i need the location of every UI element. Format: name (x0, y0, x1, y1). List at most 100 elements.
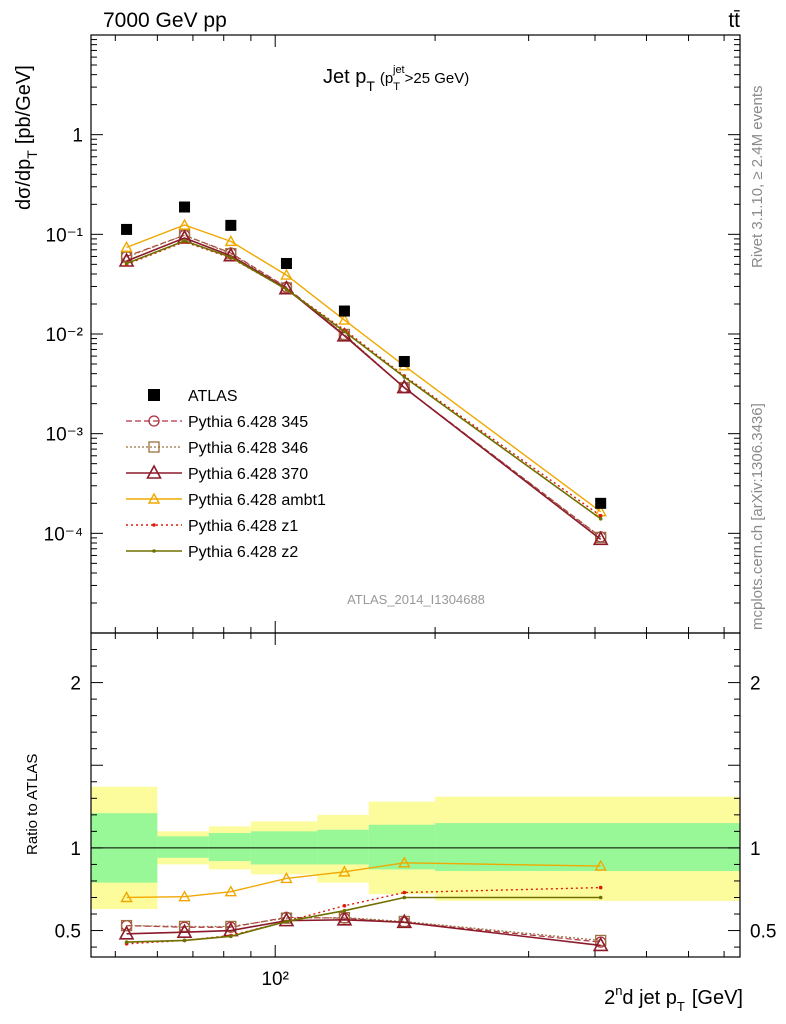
series-3-point (592, 530, 609, 546)
x-tick-label: 10² (261, 969, 288, 990)
atlas-point (398, 355, 410, 367)
ratio-series-3-point (592, 936, 609, 952)
ratio-y-tick-label: 0.5 (55, 922, 81, 943)
header-left: 7000 GeV pp (103, 9, 227, 32)
legend-label: Pythia 6.428 z2 (188, 544, 298, 561)
series-5-point (598, 513, 603, 518)
series-6-point (182, 239, 187, 243)
y-tick-label: 1 (72, 126, 83, 147)
series-6-point (342, 329, 347, 334)
legend-label: Pythia 6.428 z1 (188, 518, 298, 535)
legend-marker (148, 441, 160, 453)
legend-label: Pythia 6.428 ambt1 (188, 492, 326, 509)
legend-label: Pythia 6.428 370 (188, 466, 308, 483)
ratio-series-6-point (342, 908, 347, 913)
ratio-series-6-point (229, 934, 233, 939)
series-6-point (598, 516, 603, 521)
series-4-point (178, 218, 191, 230)
uncertainty-band-inner (157, 836, 209, 858)
ratio-series-4-point (338, 865, 351, 877)
ratio-series-4-point (178, 890, 191, 902)
uncertainty-band-inner (208, 833, 251, 862)
legend-marker (146, 464, 162, 479)
ratio-series-3-point (118, 925, 135, 940)
ratio-series-6-point (284, 919, 289, 924)
ratio-series-4-point (594, 859, 607, 871)
ratio-line-4 (126, 862, 601, 899)
atlas-point (338, 305, 350, 317)
series-6-point (402, 375, 407, 379)
ratio-series-3-point (278, 911, 295, 927)
ratio-series-4-point (398, 856, 411, 868)
ratio-panel-frame (90, 632, 741, 958)
atlas-point (179, 201, 191, 213)
ratio-series-5-point (598, 885, 603, 890)
ratio-series-4-point (224, 885, 238, 897)
atlas-point (225, 219, 237, 231)
ratio-line-3 (126, 919, 601, 947)
series-3-point (222, 247, 239, 262)
ratio-series-5-point (402, 890, 407, 895)
atlas-point (280, 257, 292, 269)
series-6-point (284, 287, 289, 292)
ratio-y-tick-label: 2 (70, 674, 81, 695)
ratio-panel-ticks: 0.5 0.5 1 1 2 2 10² (55, 633, 776, 990)
y-axis-label: dσ/dpT[pb/GeV] (13, 65, 40, 210)
legend-marker (148, 415, 160, 427)
ratio-series-4-point (280, 872, 293, 884)
ratio-y-tick-label-right: 1 (750, 839, 761, 860)
series-4-point (120, 240, 133, 253)
ratio-series-3-point (396, 913, 413, 929)
ratio-series-3-point (336, 911, 353, 926)
chart-title: Jet pT (pTjet>25 GeV) (323, 64, 469, 94)
ratio-series-6-point (182, 938, 187, 943)
ratio-series-2-point (120, 919, 133, 932)
series-6-point (229, 255, 233, 259)
y-tick-label: 10⁻³ (46, 425, 84, 446)
ratio-y-tick-label: 1 (70, 839, 81, 860)
ratio-panel-bands (91, 786, 740, 910)
ratio-y-tick-label-right: 0.5 (750, 922, 776, 943)
ratio-series-2-point (225, 920, 237, 933)
series-line-1 (126, 234, 602, 538)
ratio-panel-series (118, 856, 609, 952)
header-right: tt̄ (728, 9, 740, 32)
ratio-y-axis-label: Ratio to ATLAS (24, 754, 41, 855)
series-4-point (224, 234, 238, 247)
series-3-point (396, 378, 413, 394)
legend-marker (152, 549, 156, 553)
main-panel-ticks: 10⁻⁴ 10⁻³ 10⁻² 10⁻¹ 1 (44, 35, 740, 634)
ratio-series-6-point (402, 895, 407, 900)
atlas-point (595, 497, 607, 509)
legend-label: Pythia 6.428 346 (188, 440, 308, 457)
legend-atlas-marker (148, 389, 160, 401)
uncertainty-band-inner (435, 823, 740, 872)
series-4-point (338, 313, 351, 325)
legend-label: Pythia 6.428 345 (188, 414, 308, 431)
ratio-series-6-point (598, 895, 603, 900)
y-tick-label: 10⁻² (46, 325, 84, 346)
ratio-series-4-point (120, 891, 133, 903)
legend-marker (147, 492, 161, 504)
ratio-series-2-point (595, 934, 607, 947)
rivet-label: Rivet 3.1.10, ≥ 2.4M events (749, 86, 766, 269)
series-6-point (124, 261, 129, 266)
y-tick-label: 10⁻⁴ (44, 524, 83, 545)
series-4-point (280, 268, 293, 280)
main-panel-series (118, 201, 609, 546)
ratio-line-1 (126, 916, 601, 943)
legend-label: ATLAS (188, 388, 238, 405)
analysis-id: ATLAS_2014_I1304688 (347, 592, 485, 607)
ratio-series-3-point (176, 923, 193, 939)
legend-marker (152, 523, 156, 527)
ratio-series-5-point (342, 903, 347, 908)
ratio-y-tick-label-right: 2 (750, 674, 761, 695)
y-tick-label: 10⁻¹ (46, 225, 84, 246)
mcplots-label: mcplots.cern.ch [arXiv:1306.3436] (749, 403, 766, 630)
legend: ATLAS Pythia 6.428 345 Pythia 6.428 346 Pyt… (126, 388, 326, 561)
ratio-series-6-point (124, 940, 129, 944)
uncertainty-band-inner (317, 829, 369, 865)
x-axis-label: 2nd jet pT [GeV] (604, 983, 743, 1014)
atlas-point (121, 223, 133, 235)
